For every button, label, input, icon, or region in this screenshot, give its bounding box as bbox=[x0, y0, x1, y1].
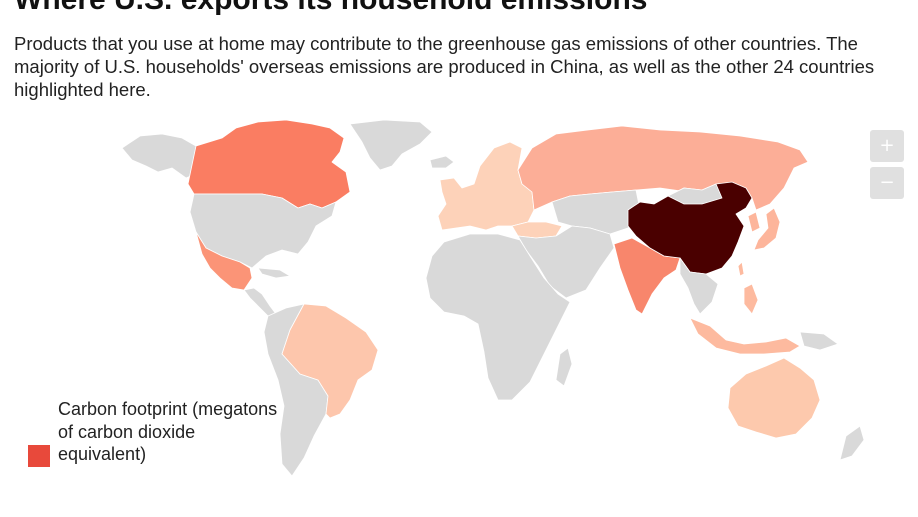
country-iceland[interactable] bbox=[429, 155, 455, 169]
country-indonesia[interactable] bbox=[689, 317, 801, 355]
region-caribbean[interactable] bbox=[257, 267, 291, 279]
page-title: Where U.S. exports its household emissio… bbox=[14, 0, 647, 17]
map-legend: Carbon footprint (megatons of carbon dio… bbox=[28, 398, 288, 467]
country-korea[interactable] bbox=[747, 211, 761, 233]
legend-swatch bbox=[28, 445, 50, 467]
region-central-america[interactable] bbox=[243, 287, 277, 317]
country-australia[interactable] bbox=[727, 357, 821, 439]
country-papua-new-guinea[interactable] bbox=[799, 331, 839, 351]
country-mexico[interactable] bbox=[195, 231, 253, 291]
country-madagascar[interactable] bbox=[555, 347, 573, 387]
world-map[interactable] bbox=[0, 118, 918, 480]
country-alaska[interactable] bbox=[121, 133, 197, 179]
country-taiwan[interactable] bbox=[737, 261, 745, 277]
country-mongolia[interactable] bbox=[667, 183, 723, 205]
country-new-zealand[interactable] bbox=[839, 425, 865, 461]
legend-title: Carbon footprint (megatons of carbon dio… bbox=[58, 399, 278, 464]
region-africa[interactable] bbox=[425, 233, 571, 401]
region-europe[interactable] bbox=[437, 141, 535, 231]
country-greenland[interactable] bbox=[349, 119, 433, 171]
country-brazil[interactable] bbox=[281, 303, 379, 419]
region-southeast-asia[interactable] bbox=[679, 257, 719, 315]
page-subtitle: Products that you use at home may contri… bbox=[14, 33, 875, 100]
country-turkey[interactable] bbox=[511, 221, 563, 239]
region-middle-east[interactable] bbox=[517, 225, 615, 299]
country-russia[interactable] bbox=[517, 125, 809, 211]
country-philippines[interactable] bbox=[743, 283, 759, 315]
country-japan[interactable] bbox=[753, 207, 781, 251]
zoom-out-button[interactable]: − bbox=[870, 167, 904, 199]
zoom-in-button[interactable]: + bbox=[870, 130, 904, 162]
